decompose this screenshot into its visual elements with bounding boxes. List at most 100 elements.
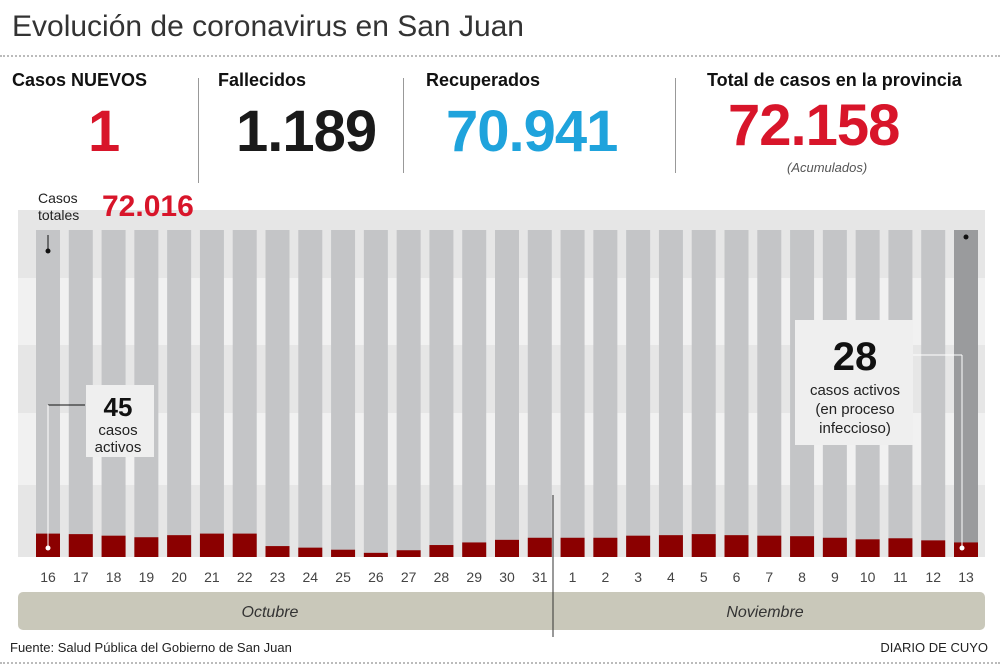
total-cases-bar	[921, 230, 946, 557]
active-cases-bar	[167, 535, 192, 557]
active-first-value: 45	[104, 392, 133, 422]
active-cases-bar	[855, 539, 880, 557]
total-cases-bar	[757, 230, 782, 557]
x-tick-label: 17	[73, 569, 89, 585]
stat-label-new: Casos NUEVOS	[12, 70, 148, 90]
active-cases-bar	[527, 537, 552, 557]
active-cases-bar	[462, 542, 487, 557]
active-cases-bar	[954, 542, 978, 557]
chart-title: Evolución de coronavirus en San Juan	[12, 10, 524, 43]
active-cases-bar	[331, 549, 356, 557]
total-cases-bar	[658, 230, 683, 557]
total-cases-bar	[593, 230, 618, 557]
x-tick-label: 2	[601, 569, 609, 585]
x-tick-label: 24	[302, 569, 318, 585]
total-cases-bar	[724, 230, 749, 557]
stat-label-deaths: Fallecidos	[218, 70, 307, 90]
total-cases-bar	[331, 230, 356, 557]
stat-note-total: (Acumulados)	[787, 160, 868, 175]
x-tick-label: 6	[733, 569, 741, 585]
total-cases-label: Casos totales	[38, 190, 80, 223]
annotation-box	[86, 385, 154, 457]
x-tick-label: 3	[634, 569, 642, 585]
total-cases-bar	[167, 230, 192, 557]
active-cases-bar	[921, 540, 946, 557]
active-cases-bar	[495, 539, 519, 557]
active-cases-bar	[265, 546, 290, 557]
divider	[403, 78, 404, 173]
active-cases-bar	[199, 533, 224, 557]
x-tick-label: 5	[700, 569, 708, 585]
x-tick-label: 16	[40, 569, 56, 585]
x-tick-label: 10	[860, 569, 876, 585]
active-first-text-1: casos	[98, 422, 137, 439]
x-tick-label: 11	[893, 569, 908, 585]
active-cases-bar	[757, 535, 782, 557]
active-cases-bar	[822, 537, 847, 557]
x-tick-label: 21	[204, 569, 220, 585]
total-cases-bar	[199, 230, 224, 557]
active-cases-bar	[363, 552, 388, 557]
active-cases-bar	[560, 537, 585, 557]
x-tick-label: 20	[171, 569, 187, 585]
stat-value-total: 72.158	[728, 93, 900, 158]
x-tick-label: 8	[798, 569, 806, 585]
total-cases-bar	[462, 230, 487, 557]
x-tick-label: 22	[237, 569, 253, 585]
total-cases-bar	[429, 230, 454, 557]
month-label-october: Octubre	[242, 604, 299, 621]
active-cases-bar	[298, 547, 323, 557]
stat-value-recovered: 70.941	[446, 99, 618, 164]
x-tick-label: 31	[532, 569, 548, 585]
x-tick-label: 12	[925, 569, 941, 585]
x-tick-label: 7	[765, 569, 773, 585]
x-tick-label: 9	[831, 569, 839, 585]
active-last-value: 28	[833, 335, 878, 379]
total-cases-bar	[396, 230, 421, 557]
x-tick-label: 27	[401, 569, 417, 585]
total-cases-bar	[232, 230, 257, 557]
active-last-text-3: infeccioso)	[819, 420, 891, 437]
total-cases-bar	[363, 230, 388, 557]
active-cases-bar	[396, 550, 421, 557]
active-cases-bar	[429, 545, 454, 557]
active-last-text-1: casos activos	[810, 382, 900, 399]
divider	[0, 55, 1000, 57]
stat-label-total: Total de casos en la provincia	[707, 70, 962, 90]
active-cases-bar	[658, 535, 683, 557]
divider	[0, 662, 1000, 664]
divider	[198, 78, 199, 183]
active-cases-bar	[101, 535, 126, 557]
active-first-text-2: activos	[95, 439, 142, 456]
total-cases-bar	[626, 230, 651, 557]
month-band	[18, 592, 985, 630]
x-tick-label: 18	[106, 569, 122, 585]
active-cases-bar	[888, 538, 913, 557]
x-tick-label: 1	[569, 569, 577, 585]
active-cases-bar	[232, 533, 257, 557]
total-cases-bar	[298, 230, 323, 557]
annotation-box	[795, 320, 913, 445]
total-cases-bar	[954, 230, 978, 557]
total-cases-bar	[265, 230, 290, 557]
x-tick-label: 13	[958, 569, 974, 585]
stat-value-deaths: 1.189	[236, 99, 377, 164]
active-cases-bar	[790, 536, 815, 557]
active-last-text-2: (en proceso	[815, 401, 894, 418]
source-note: Fuente: Salud Pública del Gobierno de Sa…	[10, 640, 292, 655]
active-cases-bar	[626, 535, 651, 557]
marker-dot	[963, 234, 969, 240]
marker-dot	[45, 545, 51, 551]
brand-label: DIARIO DE CUYO	[880, 640, 988, 655]
marker-dot	[45, 248, 51, 254]
active-cases-bar	[593, 537, 618, 557]
x-tick-label: 29	[466, 569, 482, 585]
x-tick-label: 19	[139, 569, 155, 585]
x-tick-label: 4	[667, 569, 675, 585]
stat-value-new: 1	[88, 99, 120, 164]
active-cases-bar	[724, 535, 749, 557]
active-cases-bar	[68, 534, 93, 557]
x-tick-label: 25	[335, 569, 351, 585]
divider	[675, 78, 676, 173]
